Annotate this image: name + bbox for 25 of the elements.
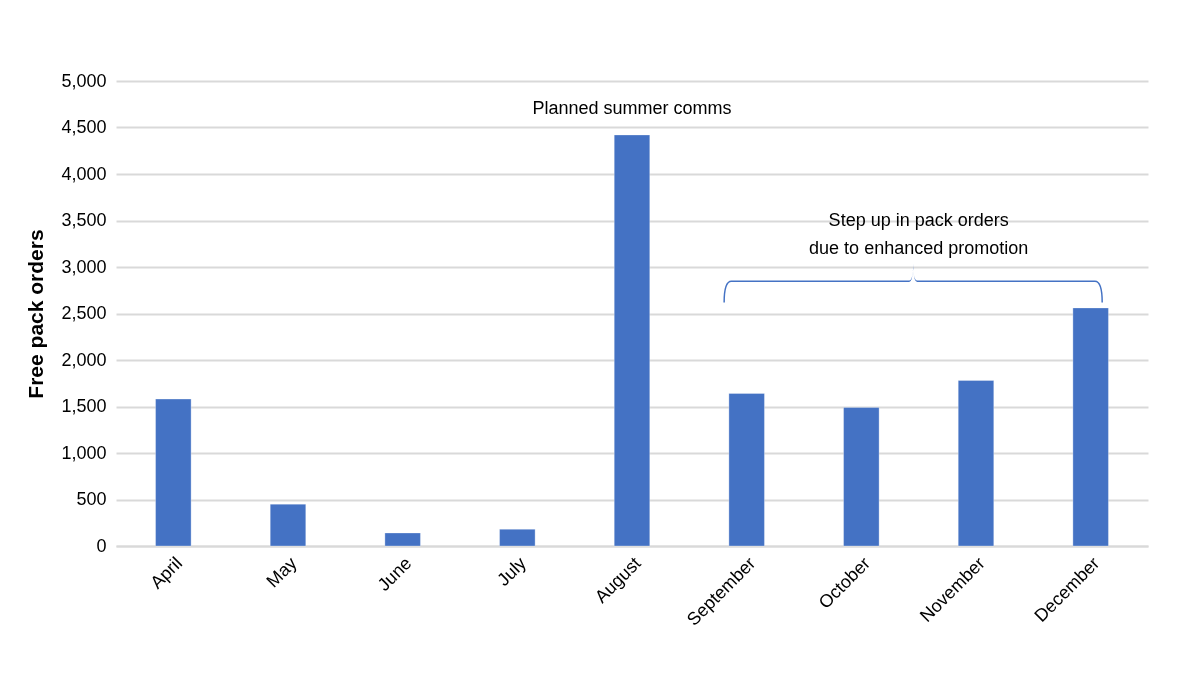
bar	[728, 392, 765, 547]
annotation: Planned summer comms	[532, 98, 732, 118]
x-tick-label: May	[262, 553, 301, 592]
y-tick-label: 5,000	[61, 70, 107, 91]
bar	[384, 532, 421, 547]
bar	[499, 528, 536, 547]
y-tick-label: 3,500	[61, 210, 107, 230]
y-tick-label: 1,500	[61, 396, 107, 416]
annotation: Step up in pack orders due to enhanced promotion	[809, 210, 1029, 258]
y-tick-label: 2,500	[61, 303, 107, 323]
y-tick-label: 3,000	[61, 256, 107, 277]
y-tick-label: 1,000	[61, 442, 107, 463]
y-tick-label: 4,000	[61, 163, 107, 184]
bar	[957, 379, 995, 547]
y-axis-title: Free pack orders	[24, 229, 48, 399]
bar	[155, 398, 192, 547]
y-tick-label: 4,500	[61, 117, 107, 137]
bar	[843, 406, 880, 547]
y-tick-label: 500	[76, 489, 107, 509]
x-tick-label: July	[493, 553, 531, 590]
bar	[269, 503, 307, 547]
bar	[1072, 307, 1109, 547]
bar	[613, 134, 651, 547]
y-tick-label: 0	[96, 535, 107, 556]
y-tick-label: 2,000	[61, 349, 107, 370]
